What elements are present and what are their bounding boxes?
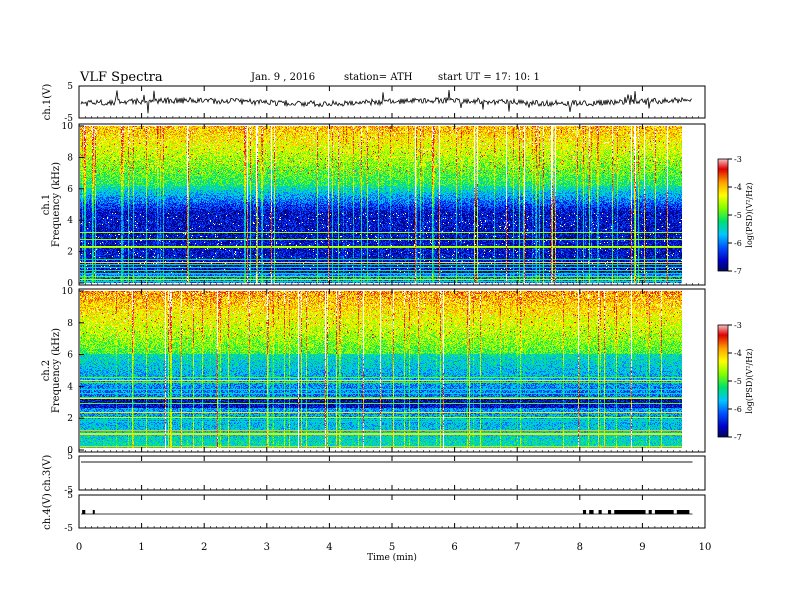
ch4-pulse: [598, 510, 602, 514]
ch4-pulse: [614, 510, 646, 514]
x-tick-label: 2: [201, 542, 207, 553]
panel-frame: [78, 288, 706, 453]
ch4-pulse: [676, 510, 690, 514]
ch4-pulse: [82, 510, 86, 514]
y-axis-label: Frequency (kHz): [51, 328, 62, 413]
y-tick-label: 4: [67, 382, 73, 392]
x-tick-label: 0: [76, 542, 82, 553]
ch4-pulse: [648, 510, 652, 514]
y-tick-label: 10: [62, 287, 74, 297]
y-tick-label: 6: [67, 185, 73, 195]
colorbar-frame: [717, 158, 729, 272]
y-tick-label: 4: [67, 216, 73, 226]
panel-frame: [78, 455, 706, 491]
y-axis-label: ch.4(V): [42, 493, 53, 530]
y-tick-label: -5: [64, 524, 73, 534]
colorbar-tick-label: -6: [734, 239, 742, 248]
colorbar-tick-label: -6: [734, 405, 742, 414]
x-tick-label: 10: [699, 542, 712, 553]
y-tick-label: 8: [67, 153, 73, 163]
ch4-pulse: [589, 510, 594, 514]
y-tick-label: -5: [64, 114, 73, 124]
colorbar-tick-label: -5: [734, 377, 742, 386]
channel-label: ch.2: [41, 360, 52, 382]
x-tick-label: 5: [389, 542, 395, 553]
x-tick-label: 4: [326, 542, 332, 553]
x-axis-label: Time (min): [367, 552, 417, 563]
colorbar-tick-label: -3: [734, 155, 742, 164]
date-label: Jan. 9 , 2016: [251, 72, 316, 83]
y-tick-label: 10: [62, 122, 74, 132]
start-time-label: start UT = 17: 10: 1: [438, 72, 540, 83]
ch4-pulse: [654, 510, 674, 514]
x-tick-label: 6: [451, 542, 457, 553]
colorbar-tick-label: -4: [734, 183, 742, 192]
y-axis-label: Frequency (kHz): [51, 162, 62, 247]
x-tick-label: 3: [264, 542, 270, 553]
y-tick-label: 0: [67, 446, 73, 456]
colorbar-label: log(PSD)(V²/Hz): [745, 182, 754, 247]
y-tick-label: -5: [64, 486, 73, 496]
ch4-pulse: [92, 510, 95, 514]
y-tick-label: 0: [67, 279, 73, 289]
y-tick-label: 8: [67, 319, 73, 329]
channel-label: ch.1: [41, 194, 52, 216]
x-tick-label: 9: [639, 542, 645, 553]
panel-frame: [78, 123, 706, 286]
y-axis-label: ch.3(V): [42, 455, 53, 492]
x-tick-label: 1: [138, 542, 144, 553]
colorbar-tick-label: -7: [734, 267, 742, 276]
ch1-waveform-trace: [80, 90, 693, 114]
title: VLF Spectra: [80, 70, 163, 85]
colorbar-tick-label: -5: [734, 211, 742, 220]
y-tick-label: 5: [67, 82, 73, 92]
x-tick-label: 7: [514, 542, 520, 553]
ch1-colorbar: [718, 159, 728, 271]
colorbar-label: log(PSD)(V²/Hz): [745, 348, 754, 413]
station-label: station= ATH: [344, 72, 413, 83]
ch1-spectrogram: [80, 126, 694, 283]
y-tick-label: 2: [67, 248, 73, 258]
y-tick-label: 5: [67, 491, 73, 501]
y-tick-label: 6: [67, 351, 73, 361]
colorbar-tick-label: -4: [734, 349, 742, 358]
colorbar-tick-label: -3: [734, 321, 742, 330]
y-tick-label: 2: [67, 414, 73, 424]
colorbar-tick-label: -7: [734, 433, 742, 442]
ch2-spectrogram: [80, 291, 694, 448]
y-axis-label: ch.1(V): [42, 84, 53, 121]
ch4-pulse: [607, 510, 612, 514]
ch4-pulse: [582, 510, 587, 514]
colorbar-frame: [717, 324, 729, 438]
x-tick-label: 8: [577, 542, 583, 553]
y-tick-label: 5: [67, 452, 73, 462]
ch2-colorbar: [718, 325, 728, 437]
